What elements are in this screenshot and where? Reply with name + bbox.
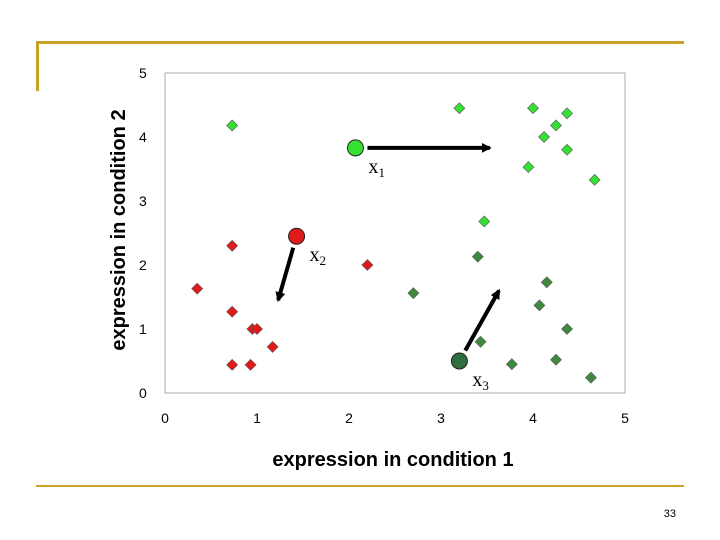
data-point — [550, 119, 562, 132]
y-axis-title: expression in condition 2 — [108, 109, 130, 350]
data-point — [505, 358, 518, 371]
highlighted-point — [450, 352, 468, 370]
slide-frame-bottom — [36, 485, 684, 487]
x-tick-label: 2 — [345, 410, 353, 426]
data-point — [226, 358, 239, 371]
data-point — [478, 215, 491, 228]
x-axis-title: expression in condition 1 — [272, 449, 513, 471]
page-number: 33 — [663, 508, 676, 520]
highlighted-point — [288, 227, 306, 245]
data-point — [251, 323, 263, 335]
shift-arrow — [463, 288, 501, 352]
highlighted-point-label: x3 — [472, 369, 489, 393]
data-point — [474, 335, 487, 348]
data-point — [585, 371, 597, 384]
x-tick-label: 3 — [437, 410, 445, 426]
y-tick-label: 0 — [139, 385, 147, 401]
data-point — [453, 102, 466, 115]
data-point — [561, 107, 573, 120]
data-point — [226, 119, 239, 132]
data-point — [550, 353, 562, 366]
y-tick-label: 5 — [139, 65, 147, 81]
x-tick-label: 0 — [161, 410, 169, 426]
highlighted-point-label: x1 — [368, 156, 385, 180]
data-point — [226, 239, 239, 252]
data-point — [561, 323, 573, 335]
y-tick-label: 1 — [139, 321, 147, 337]
x-tick-label: 5 — [621, 410, 629, 426]
y-tick-label: 3 — [139, 193, 147, 209]
data-point — [522, 161, 535, 174]
data-point — [266, 340, 279, 353]
data-point — [361, 259, 374, 271]
shift-arrow — [275, 247, 296, 303]
data-point — [527, 102, 539, 115]
highlighted-point-label: x2 — [310, 244, 327, 268]
y-tick-label: 4 — [139, 129, 147, 145]
data-point — [407, 287, 420, 300]
data-point — [191, 282, 204, 295]
data-point — [533, 299, 546, 312]
highlighted-point — [346, 139, 364, 157]
slide-frame-left — [36, 41, 39, 91]
x-tick-label: 4 — [529, 410, 537, 426]
data-point — [226, 305, 239, 318]
x-tick-label: 1 — [253, 410, 261, 426]
data-point — [588, 173, 601, 186]
data-point — [244, 358, 257, 371]
y-tick-label: 2 — [139, 257, 147, 273]
data-point — [538, 131, 550, 143]
data-point — [471, 250, 484, 263]
slide-frame-top — [36, 41, 684, 44]
data-point — [540, 276, 553, 289]
data-point — [561, 143, 573, 156]
